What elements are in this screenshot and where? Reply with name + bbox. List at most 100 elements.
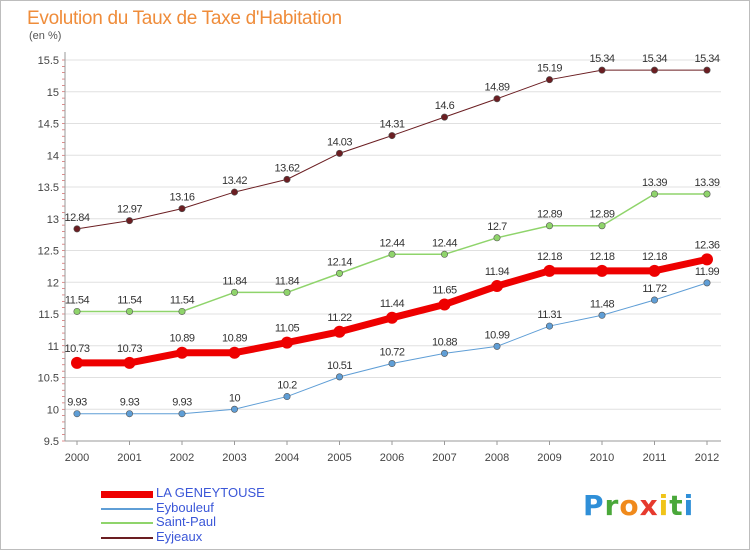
data-point	[231, 405, 239, 413]
data-label: 14.89	[484, 82, 509, 94]
data-point	[283, 393, 291, 401]
data-point	[440, 113, 448, 121]
data-label: 10.89	[169, 333, 194, 345]
data-label: 11.65	[432, 284, 457, 296]
data-label: 10.88	[432, 336, 457, 348]
x-tick-label: 2005	[327, 452, 351, 464]
data-point	[123, 356, 136, 369]
y-tick-label: 9.5	[44, 436, 59, 448]
data-label: 9.93	[67, 397, 87, 409]
data-point	[545, 76, 553, 84]
x-tick-label: 2007	[432, 452, 456, 464]
data-label: 12.89	[537, 209, 562, 221]
data-point	[650, 296, 658, 304]
logo-letter: i	[683, 489, 695, 522]
data-label: 11.05	[275, 323, 300, 335]
legend-label: Eyjeaux	[156, 529, 203, 544]
data-label: 12.7	[487, 221, 507, 233]
data-point	[438, 298, 451, 311]
data-label: 14.31	[379, 119, 404, 131]
data-label: 9.93	[172, 397, 192, 409]
data-point	[701, 253, 713, 266]
data-point	[73, 307, 81, 315]
data-point	[126, 307, 134, 315]
data-label: 13.39	[694, 177, 719, 189]
data-point	[386, 311, 398, 324]
data-label: 12.18	[642, 251, 667, 263]
legend-swatch	[101, 522, 153, 524]
data-point	[283, 288, 291, 296]
data-label: 15.34	[694, 53, 719, 65]
data-label: 10	[229, 392, 241, 404]
data-point	[598, 66, 606, 74]
data-label: 13.39	[642, 177, 667, 189]
data-point	[648, 264, 661, 277]
data-label: 13.42	[222, 175, 247, 187]
data-label: 12.18	[589, 251, 614, 263]
y-tick-label: 11	[48, 341, 59, 353]
data-label: 12.36	[694, 239, 719, 251]
data-point	[335, 269, 343, 277]
data-label: 10.2	[277, 380, 297, 392]
legend-label: Eybouleuf	[156, 500, 214, 515]
legend-swatch	[101, 490, 153, 498]
data-point	[545, 322, 553, 330]
data-point	[283, 175, 291, 183]
data-label: 10.89	[222, 333, 247, 345]
data-label: 15.34	[642, 53, 667, 65]
data-label: 11.31	[537, 309, 562, 321]
logo-letter: o	[619, 489, 640, 522]
x-tick-label: 2008	[485, 452, 509, 464]
data-label: 12.97	[117, 204, 142, 216]
legend-label: Saint-Paul	[156, 514, 216, 529]
y-tick-label: 10.5	[38, 373, 59, 385]
y-tick-label: 12.5	[38, 246, 59, 258]
data-point	[493, 234, 501, 242]
data-point	[71, 356, 83, 369]
data-label: 12.44	[432, 237, 457, 249]
y-tick-label: 11.5	[38, 309, 59, 321]
data-label: 11.54	[117, 294, 142, 306]
data-point	[388, 132, 396, 140]
data-label: 12.89	[589, 209, 614, 221]
data-point	[178, 205, 186, 213]
y-tick-label: 12	[47, 277, 59, 289]
logo-letter: i	[658, 489, 670, 522]
x-tick-label: 2003	[222, 452, 246, 464]
data-label: 11.99	[695, 266, 720, 278]
y-tick-label: 15.5	[38, 55, 59, 67]
data-point	[178, 307, 186, 315]
data-point	[596, 264, 608, 277]
data-label: 13.62	[274, 162, 299, 174]
data-point	[73, 410, 81, 418]
data-point	[126, 410, 134, 418]
data-point	[126, 217, 134, 225]
data-point	[545, 222, 553, 230]
data-label: 13.16	[169, 192, 194, 204]
chart-title: Evolution du Taux de Taxe d'Habitation	[27, 8, 342, 29]
data-point	[73, 225, 81, 233]
data-point	[281, 336, 293, 349]
y-tick-label: 13.5	[38, 182, 59, 194]
data-label: 11.72	[642, 283, 667, 295]
data-point	[440, 349, 448, 357]
data-label: 14.03	[327, 136, 352, 148]
data-point	[703, 190, 711, 198]
data-point	[703, 279, 711, 287]
data-label: 15.19	[537, 63, 562, 75]
data-label: 9.93	[120, 397, 140, 409]
x-tick-label: 2002	[170, 452, 194, 464]
data-label: 11.54	[170, 294, 195, 306]
logo-letter: x	[639, 489, 659, 522]
data-label: 11.94	[485, 266, 510, 278]
data-label: 11.84	[275, 275, 300, 287]
data-point	[543, 264, 556, 277]
y-tick-label: 15	[47, 87, 59, 99]
x-tick-label: 2009	[537, 452, 561, 464]
y-tick-label: 14.5	[38, 119, 59, 131]
legend-swatch	[101, 537, 153, 539]
x-tick-label: 2001	[117, 452, 141, 464]
logo-letter: P	[583, 489, 605, 522]
